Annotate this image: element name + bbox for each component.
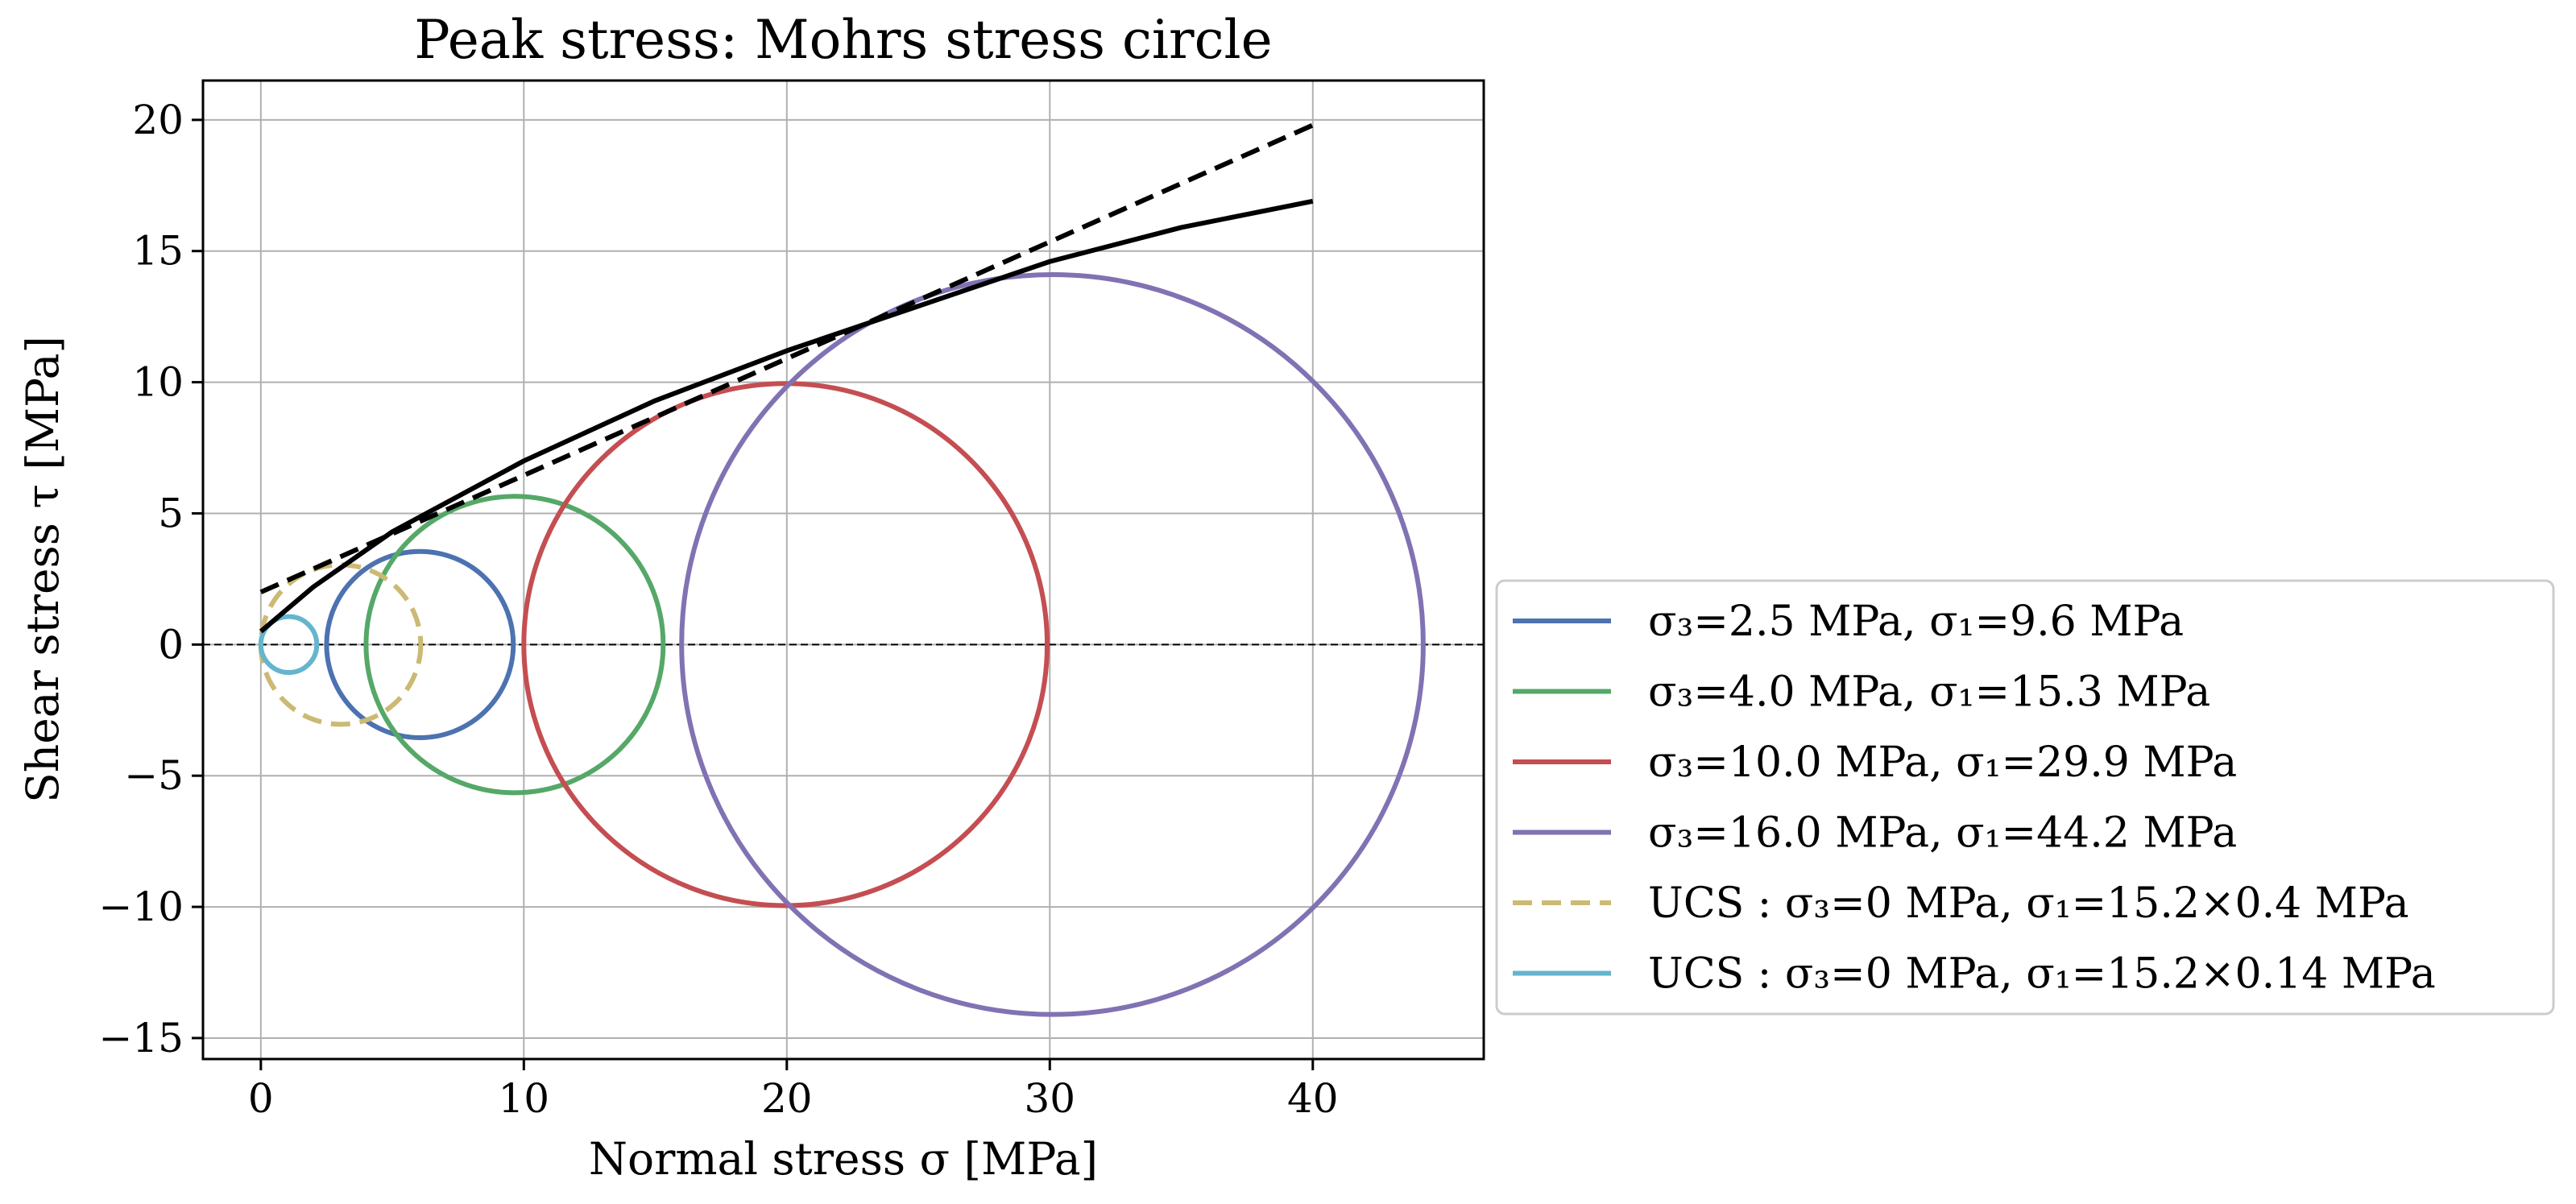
y-tick-label: 20 (132, 97, 184, 143)
y-axis-title: Shear stress τ [MPa] (17, 336, 68, 803)
y-tick-label: 0 (158, 621, 184, 668)
linear-envelope (259, 122, 1314, 594)
grid (203, 81, 1484, 1059)
legend-label: σ₃=4.0 MPa, σ₁=15.3 MPa (1648, 668, 2210, 717)
chart-title: Peak stress: Mohrs stress circle (414, 9, 1272, 71)
failure-envelopes (259, 122, 1314, 634)
mohr-circle-4 (679, 272, 1426, 1017)
legend-label: σ₃=16.0 MPa, σ₁=44.2 MPa (1648, 809, 2237, 858)
y-tick-label: −5 (124, 752, 184, 799)
x-tick-label: 10 (499, 1075, 550, 1122)
y-tick-label: −15 (98, 1015, 184, 1061)
x-tick-label: 30 (1024, 1075, 1075, 1122)
curved-envelope (259, 198, 1314, 634)
y-tick-label: 5 (158, 490, 184, 536)
legend-label: σ₃=2.5 MPa, σ₁=9.6 MPa (1648, 598, 2184, 646)
y-tick-label: 15 (132, 228, 184, 275)
legend-box (1495, 579, 2555, 1016)
y-tick-label: −10 (98, 883, 184, 930)
legend-label: UCS : σ₃=0 MPa, σ₁=15.2×0.4 MPa (1648, 879, 2409, 928)
x-tick-label: 20 (761, 1075, 813, 1122)
mohr-circle-1 (324, 548, 516, 740)
y-tick-label: 10 (132, 359, 184, 406)
mohr-circle-6 (258, 614, 320, 675)
legend-label: UCS : σ₃=0 MPa, σ₁=15.2×0.14 MPa (1648, 950, 2436, 999)
x-tick-label: 0 (248, 1075, 274, 1122)
y-axis-ticks: −15 −10 −5 0 5 10 15 20 (98, 97, 203, 1061)
legend-label: σ₃=10.0 MPa, σ₁=29.9 MPa (1648, 739, 2237, 787)
legend: σ₃=2.5 MPa, σ₁=9.6 MPa σ₃=4.0 MPa, σ₁=15.… (1495, 579, 2555, 1016)
mohr-circle-3 (521, 381, 1050, 908)
mohr-circles (258, 272, 1426, 1017)
plot-frame (201, 79, 1485, 1061)
mohr-circle-2 (363, 494, 666, 796)
x-tick-label: 40 (1287, 1075, 1339, 1122)
x-axis-title: Normal stress σ [MPa] (589, 1133, 1098, 1185)
x-axis-ticks: 0 10 20 30 40 (248, 1059, 1339, 1122)
